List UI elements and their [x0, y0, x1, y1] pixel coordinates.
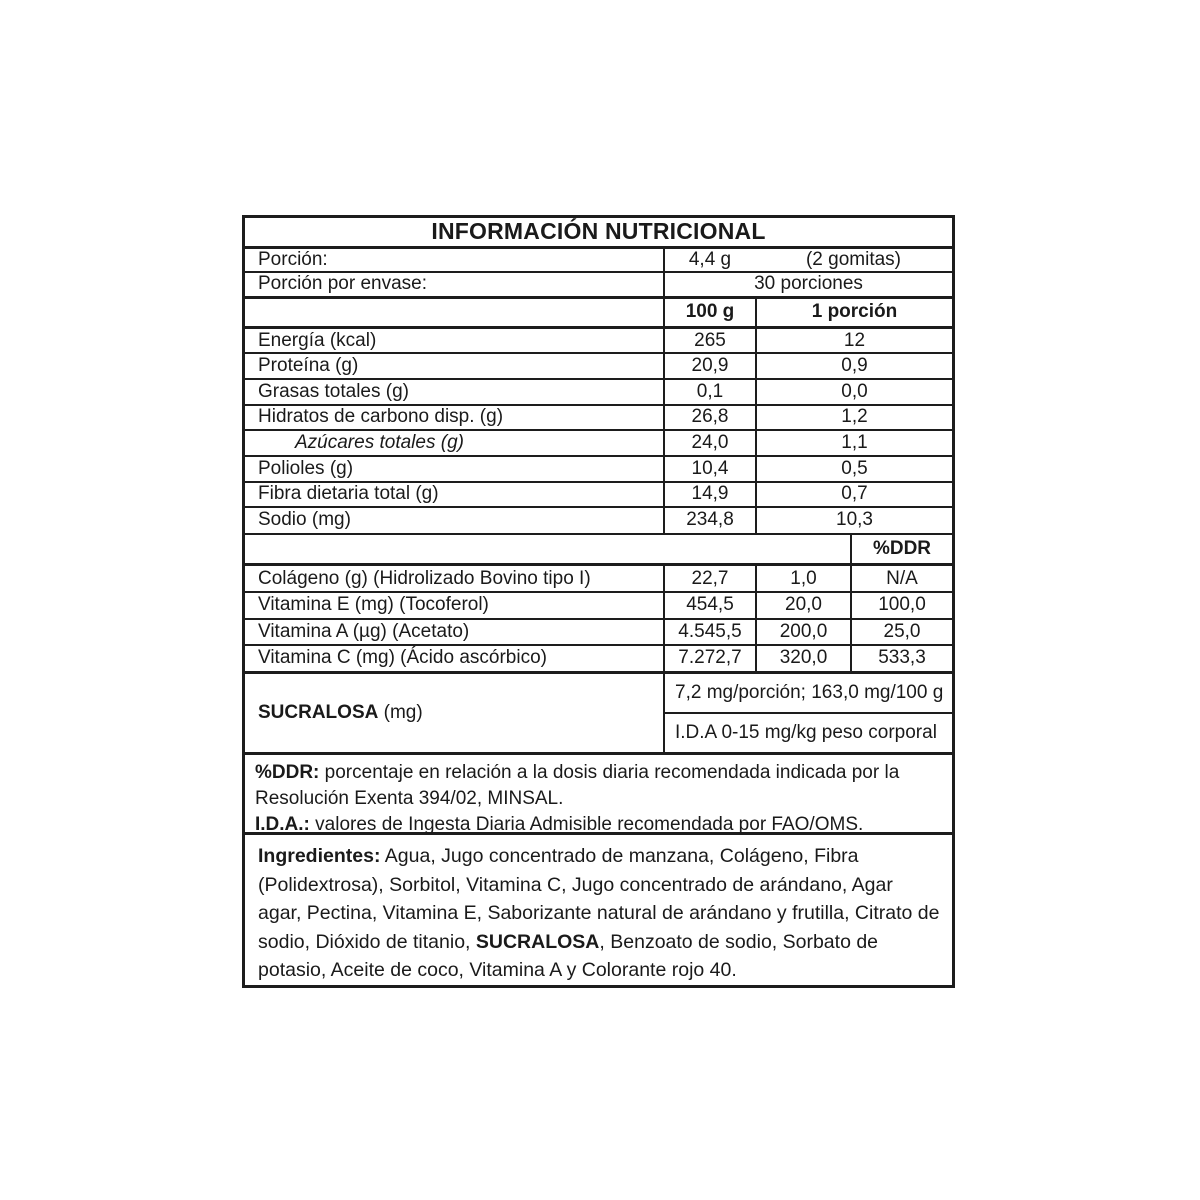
serving-size-label: Porción: — [245, 248, 665, 271]
ingredients-text-1: Agua, Jugo concentrado de manzana, Colág… — [258, 845, 940, 953]
ingredients-term: Ingredientes: — [258, 845, 381, 868]
ingredients-text-2: , Benzoato de sodio, Sorbato de potasio,… — [258, 930, 879, 982]
nutrient-label: Energía (kcal) — [245, 328, 665, 353]
nutrient-label: Vitamina E (mg) (Tocoferol) — [245, 592, 665, 618]
value-per-portion: 1,2 — [755, 405, 952, 430]
value-per-portion: 20,0 — [755, 592, 850, 618]
value-per-100g: 265 — [694, 329, 726, 351]
value-per-100g: 7.272,7 — [678, 647, 742, 669]
nutrient-label: Colágeno (g) (Hidrolizado Bovino tipo I) — [245, 566, 665, 591]
sucralosa-row: SUCRALOSA (mg) 7,2 mg/porción; 163,0 mg/… — [245, 673, 952, 756]
value-per-100g: 26,8 — [691, 406, 729, 428]
nutrient-row-grasas: Grasas totales (g) 0,1 0,0 — [245, 380, 952, 406]
value-per-portion: 10,3 — [755, 508, 952, 533]
value-ddr: N/A — [850, 566, 952, 591]
nutrient-label: Fibra dietaria total (g) — [245, 482, 665, 507]
ddr-row-colageno: Colágeno (g) (Hidrolizado Bovino tipo I)… — [245, 566, 952, 593]
value-per-portion: 0,5 — [755, 456, 952, 481]
column-header-row: 100 g 1 porción — [245, 299, 952, 329]
nutrient-label: Vitamina A (µg) (Acetato) — [245, 619, 665, 645]
value-per-100g: 24,0 — [691, 432, 729, 454]
nutrition-facts-table: INFORMACIÓN NUTRICIONAL Porción: 4,4 g (… — [242, 215, 955, 988]
value-per-portion: 12 — [755, 328, 952, 353]
sucralosa-amount: 7,2 mg/porción; 163,0 mg/100 g — [665, 674, 952, 715]
nutrient-label: Sodio (mg) — [245, 508, 665, 533]
value-per-100g: 234,8 — [686, 509, 734, 531]
value-ddr: 533,3 — [850, 646, 952, 671]
value-per-100g: 0,1 — [696, 380, 724, 402]
servings-per-pack-label: Porción por envase: — [245, 272, 665, 297]
nutrient-label: Azúcares totales (g) — [245, 431, 665, 455]
value-per-portion: 320,0 — [755, 646, 850, 671]
column-header-portion: 1 porción — [755, 299, 952, 326]
nutrient-row-hidratos: Hidratos de carbono disp. (g) 26,8 1,2 — [245, 405, 952, 432]
value-per-portion: 0,0 — [755, 380, 952, 404]
table-title: INFORMACIÓN NUTRICIONAL — [245, 218, 952, 249]
nutrient-label: Polioles (g) — [245, 456, 665, 481]
nutrient-row-energia: Energía (kcal) 265 12 — [245, 328, 952, 355]
sucralosa-values: 7,2 mg/porción; 163,0 mg/100 g I.D.A 0-1… — [665, 674, 952, 753]
nutrient-row-azucares: Azúcares totales (g) 24,0 1,1 — [245, 431, 952, 457]
ida-footnote-text: valores de Ingesta Diaria Admisible reco… — [315, 814, 864, 836]
serving-size-note: (2 gomitas) — [805, 248, 902, 270]
serving-size-row: Porción: 4,4 g (2 gomitas) — [245, 248, 952, 273]
value-per-100g: 10,4 — [691, 457, 729, 479]
sucralosa-label: SUCRALOSA (mg) — [245, 673, 665, 753]
sucralosa-unit: (mg) — [383, 702, 423, 724]
value-per-portion: 200,0 — [755, 619, 850, 645]
footnotes-section: %DDR: porcentaje en relación a la dosis … — [245, 755, 952, 836]
ddr-footnote-term: %DDR: — [255, 762, 320, 784]
nutrient-row-polioles: Polioles (g) 10,4 0,5 — [245, 456, 952, 483]
ddr-header-row: %DDR — [245, 534, 952, 567]
ddr-row-vitamina-c: Vitamina C (mg) (Ácido ascórbico) 7.272,… — [245, 646, 952, 674]
value-per-100g: 14,9 — [691, 483, 729, 505]
nutrient-row-fibra: Fibra dietaria total (g) 14,9 0,7 — [245, 482, 952, 509]
nutrient-label: Hidratos de carbono disp. (g) — [245, 405, 665, 430]
nutrient-row-proteina: Proteína (g) 20,9 0,9 — [245, 354, 952, 381]
ida-footnote-term: I.D.A.: — [255, 814, 310, 836]
value-ddr: 100,0 — [850, 592, 952, 618]
sucralosa-ida: I.D.A 0-15 mg/kg peso corporal — [675, 722, 937, 744]
ddr-row-vitamina-e: Vitamina E (mg) (Tocoferol) 454,5 20,0 1… — [245, 592, 952, 620]
column-header-spacer — [245, 299, 665, 326]
value-per-portion: 0,9 — [755, 354, 952, 379]
value-per-100g: 22,7 — [691, 567, 729, 589]
ddr-footnote-text: porcentaje en relación a la dosis diaria… — [255, 762, 900, 810]
servings-per-pack-row: Porción por envase: 30 porciones — [245, 272, 952, 300]
value-per-100g: 20,9 — [691, 355, 729, 377]
value-per-100g: 4.545,5 — [678, 620, 742, 642]
ingredients-sucralosa: SUCRALOSA — [475, 930, 600, 953]
nutrient-row-sodio: Sodio (mg) 234,8 10,3 — [245, 508, 952, 535]
nutrient-label: Grasas totales (g) — [245, 380, 665, 404]
column-header-100g: 100 g — [685, 301, 735, 323]
value-per-portion: 1,1 — [755, 431, 952, 455]
column-header-ddr: %DDR — [850, 534, 952, 564]
ingredients-section: Ingredientes: Agua, Jugo concentrado de … — [245, 835, 952, 985]
value-per-portion: 0,7 — [755, 482, 952, 507]
nutrient-label: Vitamina C (mg) (Ácido ascórbico) — [245, 646, 665, 671]
value-per-100g: 454,5 — [686, 594, 734, 616]
ddr-row-vitamina-a: Vitamina A (µg) (Acetato) 4.545,5 200,0 … — [245, 619, 952, 647]
servings-per-pack-value: 30 porciones — [754, 273, 863, 295]
ddr-header-spacer — [245, 535, 850, 564]
sucralosa-name: SUCRALOSA — [258, 702, 379, 724]
nutrient-label: Proteína (g) — [245, 354, 665, 379]
serving-size-value: 4,4 g — [688, 248, 732, 270]
value-per-portion: 1,0 — [755, 566, 850, 591]
value-ddr: 25,0 — [850, 619, 952, 645]
